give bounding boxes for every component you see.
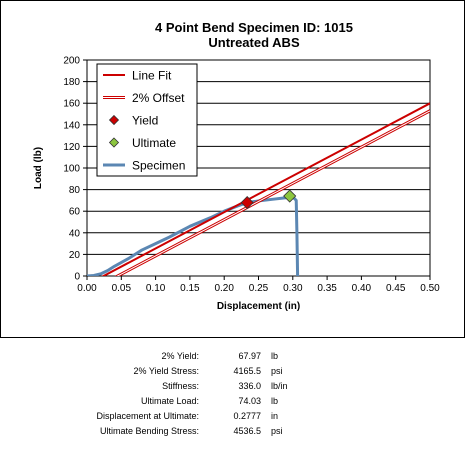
x-tick-label: 0.35	[317, 283, 337, 294]
result-value: 67.97	[238, 351, 261, 361]
line-fit-line	[101, 102, 430, 276]
y-tick-label: 80	[69, 185, 81, 196]
chart-title-line: Untreated ABS	[208, 35, 300, 50]
y-tick-label: 140	[63, 120, 80, 131]
results-row: 2% Yield: 67.97 lb	[0, 351, 474, 366]
y-tick-label: 100	[63, 164, 80, 175]
x-tick-label: 0.30	[283, 283, 303, 294]
result-value: 74.03	[238, 396, 261, 406]
y-tick-label: 160	[63, 99, 80, 110]
result-label: Displacement at Ultimate:	[96, 411, 199, 421]
result-label: Stiffness:	[162, 381, 199, 391]
legend-line-fit-label: Line Fit	[132, 69, 172, 83]
y-tick-label: 40	[69, 228, 81, 239]
x-tick-label: 0.10	[146, 283, 166, 294]
results-row: Displacement at Ultimate: 0.2777 in	[0, 411, 474, 426]
ultimate-marker	[283, 189, 297, 203]
chart-panel: 4 Point Bend Specimen ID: 1015 Untreated …	[0, 0, 465, 338]
x-tick-label: 0.25	[249, 283, 269, 294]
result-unit: lb/in	[271, 381, 288, 391]
result-value: 0.2777	[233, 411, 261, 421]
results-row: Ultimate Bending Stress: 4536.5 psi	[0, 426, 474, 441]
result-label: Ultimate Load:	[140, 396, 199, 406]
result-label: 2% Yield Stress:	[133, 366, 199, 376]
x-tick-label: 0.40	[352, 283, 372, 294]
legend-yield-label: Yield	[132, 114, 158, 128]
y-tick-label: 0	[74, 272, 80, 283]
result-label: 2% Yield:	[161, 351, 199, 361]
result-unit: psi	[271, 426, 283, 436]
x-tick-label: 0.05	[112, 283, 132, 294]
chart-title-line: 4 Point Bend Specimen ID: 1015	[155, 20, 353, 35]
results-row: Stiffness: 336.0 lb/in	[0, 381, 474, 396]
x-tick-label: 0.45	[386, 283, 406, 294]
result-value: 336.0	[238, 381, 261, 391]
legend-ultimate-label: Ultimate	[132, 136, 176, 150]
legend-ultimate-swatch	[108, 137, 120, 148]
result-unit: lb	[271, 396, 279, 406]
result-unit: psi	[271, 366, 283, 376]
result-unit: lb	[271, 351, 279, 361]
y-tick-label: 200	[63, 56, 80, 67]
load-displacement-chart: 4 Point Bend Specimen ID: 1015Untreated …	[0, 0, 465, 338]
result-value: 4536.5	[233, 426, 261, 436]
y-tick-label: 60	[69, 207, 81, 218]
y-tick-label: 20	[69, 250, 81, 261]
results-row: 2% Yield Stress: 4165.5 psi	[0, 366, 474, 381]
result-label: Ultimate Bending Stress:	[99, 426, 199, 436]
yield-marker	[240, 196, 254, 210]
x-tick-label: 0.00	[77, 283, 97, 294]
x-tick-label: 0.50	[420, 283, 440, 294]
x-tick-label: 0.20	[214, 283, 234, 294]
legend-yield-swatch	[108, 114, 120, 126]
result-value: 4165.5	[233, 366, 261, 376]
legend-offset-label: 2% Offset	[132, 91, 185, 105]
result-unit: in	[271, 411, 279, 421]
y-tick-label: 120	[63, 142, 80, 153]
y-axis-title: Load (lb)	[33, 147, 44, 189]
x-tick-label: 0.15	[180, 283, 200, 294]
y-tick-label: 180	[63, 77, 80, 88]
results-row: Ultimate Load: 74.03 lb	[0, 396, 474, 411]
offset-line-core	[116, 110, 430, 276]
legend-specimen-label: Specimen	[132, 159, 185, 173]
x-axis-title: Displacement (in)	[217, 301, 300, 312]
